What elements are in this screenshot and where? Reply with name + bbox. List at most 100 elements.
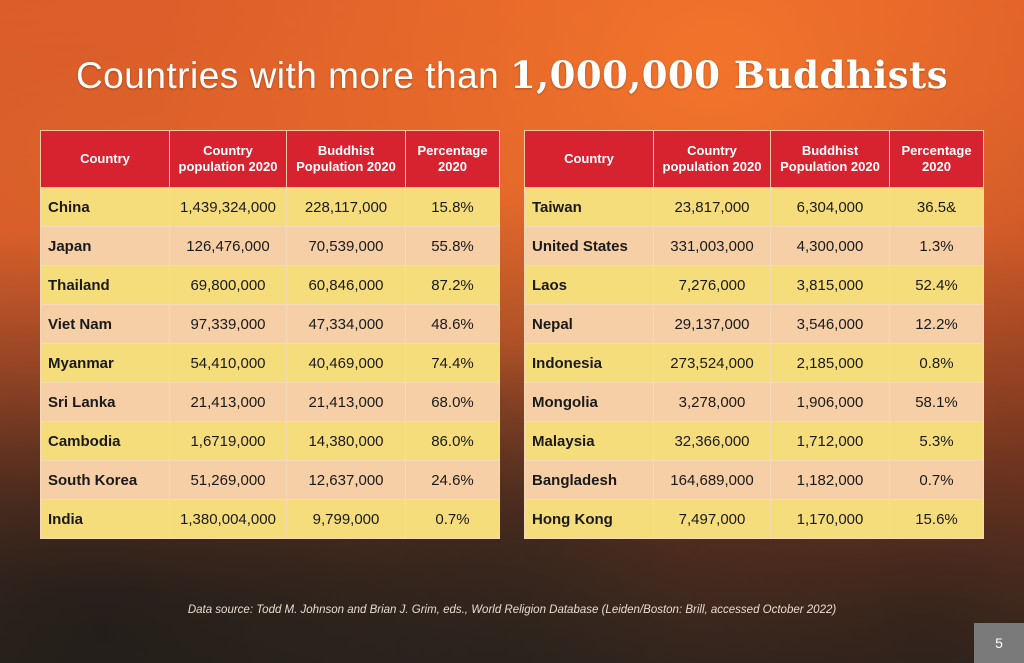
table-row: India 1,380,004,000 9,799,000 0.7% bbox=[40, 499, 500, 539]
cell-country-population: 126,476,000 bbox=[169, 226, 287, 266]
cell-percentage: 5.3% bbox=[889, 421, 984, 461]
cell-buddhist-population: 47,334,000 bbox=[286, 304, 406, 344]
cell-country-population: 7,497,000 bbox=[653, 499, 771, 539]
cell-buddhist-population: 12,637,000 bbox=[286, 460, 406, 500]
cell-country-population: 1,380,004,000 bbox=[169, 499, 287, 539]
table-row: Japan 126,476,000 70,539,000 55.8% bbox=[40, 226, 500, 266]
header-percentage: Percentage 2020 bbox=[405, 130, 500, 188]
cell-country-population: 3,278,000 bbox=[653, 382, 771, 422]
data-source-note: Data source: Todd M. Johnson and Brian J… bbox=[187, 604, 837, 616]
cell-percentage: 36.5& bbox=[889, 187, 984, 227]
table-row: Bangladesh 164,689,000 1,182,000 0.7% bbox=[524, 460, 984, 500]
cell-percentage: 48.6% bbox=[405, 304, 500, 344]
cell-buddhist-population: 60,846,000 bbox=[286, 265, 406, 305]
header-country: Country bbox=[524, 130, 654, 188]
cell-country-population: 69,800,000 bbox=[169, 265, 287, 305]
cell-buddhist-population: 14,380,000 bbox=[286, 421, 406, 461]
cell-country-population: 331,003,000 bbox=[653, 226, 771, 266]
cell-percentage: 68.0% bbox=[405, 382, 500, 422]
title-emphasis: 1,000,000 Buddhists bbox=[510, 53, 949, 97]
cell-country: Myanmar bbox=[40, 343, 170, 383]
header-country-population: Country population 2020 bbox=[169, 130, 287, 188]
slide-title: Countries with more than 1,000,000 Buddh… bbox=[0, 52, 1024, 99]
table-row: Laos 7,276,000 3,815,000 52.4% bbox=[524, 265, 984, 305]
cell-country: Thailand bbox=[40, 265, 170, 305]
cell-buddhist-population: 3,546,000 bbox=[770, 304, 890, 344]
table-row: Myanmar 54,410,000 40,469,000 74.4% bbox=[40, 343, 500, 383]
header-buddhist-population: Buddhist Population 2020 bbox=[286, 130, 406, 188]
cell-buddhist-population: 2,185,000 bbox=[770, 343, 890, 383]
cell-buddhist-population: 4,300,000 bbox=[770, 226, 890, 266]
cell-buddhist-population: 40,469,000 bbox=[286, 343, 406, 383]
cell-country-population: 1,439,324,000 bbox=[169, 187, 287, 227]
table-row: United States 331,003,000 4,300,000 1.3% bbox=[524, 226, 984, 266]
page-number-badge: 5 bbox=[974, 623, 1024, 663]
cell-percentage: 12.2% bbox=[889, 304, 984, 344]
cell-country: Cambodia bbox=[40, 421, 170, 461]
cell-country: Sri Lanka bbox=[40, 382, 170, 422]
table-row: Thailand 69,800,000 60,846,000 87.2% bbox=[40, 265, 500, 305]
cell-buddhist-population: 228,117,000 bbox=[286, 187, 406, 227]
cell-buddhist-population: 6,304,000 bbox=[770, 187, 890, 227]
cell-buddhist-population: 70,539,000 bbox=[286, 226, 406, 266]
buddhists-table-left: Country Country population 2020 Buddhist… bbox=[40, 130, 500, 539]
header-percentage: Percentage 2020 bbox=[889, 130, 984, 188]
cell-country: South Korea bbox=[40, 460, 170, 500]
cell-percentage: 24.6% bbox=[405, 460, 500, 500]
cell-percentage: 74.4% bbox=[405, 343, 500, 383]
header-country: Country bbox=[40, 130, 170, 188]
table-row: Viet Nam 97,339,000 47,334,000 48.6% bbox=[40, 304, 500, 344]
cell-percentage: 52.4% bbox=[889, 265, 984, 305]
cell-country-population: 1,6719,000 bbox=[169, 421, 287, 461]
cell-country: Hong Kong bbox=[524, 499, 654, 539]
cell-country-population: 273,524,000 bbox=[653, 343, 771, 383]
cell-country: Japan bbox=[40, 226, 170, 266]
cell-country-population: 51,269,000 bbox=[169, 460, 287, 500]
table-row: Malaysia 32,366,000 1,712,000 5.3% bbox=[524, 421, 984, 461]
cell-buddhist-population: 21,413,000 bbox=[286, 382, 406, 422]
header-country-population: Country population 2020 bbox=[653, 130, 771, 188]
cell-percentage: 58.1% bbox=[889, 382, 984, 422]
title-text: Countries with more than bbox=[75, 55, 500, 96]
cell-country-population: 32,366,000 bbox=[653, 421, 771, 461]
buddhists-table-right: Country Country population 2020 Buddhist… bbox=[524, 130, 984, 539]
cell-country: Indonesia bbox=[524, 343, 654, 383]
table-row: Indonesia 273,524,000 2,185,000 0.8% bbox=[524, 343, 984, 383]
cell-country: Taiwan bbox=[524, 187, 654, 227]
cell-percentage: 0.7% bbox=[405, 499, 500, 539]
cell-country-population: 29,137,000 bbox=[653, 304, 771, 344]
cell-percentage: 0.7% bbox=[889, 460, 984, 500]
cell-country: Viet Nam bbox=[40, 304, 170, 344]
cell-country: China bbox=[40, 187, 170, 227]
table-row: Nepal 29,137,000 3,546,000 12.2% bbox=[524, 304, 984, 344]
cell-country-population: 164,689,000 bbox=[653, 460, 771, 500]
cell-country: Malaysia bbox=[524, 421, 654, 461]
cell-country-population: 97,339,000 bbox=[169, 304, 287, 344]
header-buddhist-population: Buddhist Population 2020 bbox=[770, 130, 890, 188]
cell-country-population: 54,410,000 bbox=[169, 343, 287, 383]
cell-percentage: 87.2% bbox=[405, 265, 500, 305]
cell-country: India bbox=[40, 499, 170, 539]
cell-country: Nepal bbox=[524, 304, 654, 344]
cell-country: Laos bbox=[524, 265, 654, 305]
table-header-row: Country Country population 2020 Buddhist… bbox=[40, 130, 500, 188]
cell-percentage: 55.8% bbox=[405, 226, 500, 266]
cell-country-population: 23,817,000 bbox=[653, 187, 771, 227]
table-row: South Korea 51,269,000 12,637,000 24.6% bbox=[40, 460, 500, 500]
cell-percentage: 15.8% bbox=[405, 187, 500, 227]
cell-percentage: 86.0% bbox=[405, 421, 500, 461]
cell-buddhist-population: 9,799,000 bbox=[286, 499, 406, 539]
cell-buddhist-population: 1,182,000 bbox=[770, 460, 890, 500]
cell-country: Bangladesh bbox=[524, 460, 654, 500]
table-header-row: Country Country population 2020 Buddhist… bbox=[524, 130, 984, 188]
table-row: Sri Lanka 21,413,000 21,413,000 68.0% bbox=[40, 382, 500, 422]
cell-buddhist-population: 1,712,000 bbox=[770, 421, 890, 461]
cell-percentage: 0.8% bbox=[889, 343, 984, 383]
cell-buddhist-population: 1,906,000 bbox=[770, 382, 890, 422]
table-row: China 1,439,324,000 228,117,000 15.8% bbox=[40, 187, 500, 227]
table-row: Hong Kong 7,497,000 1,170,000 15.6% bbox=[524, 499, 984, 539]
table-row: Mongolia 3,278,000 1,906,000 58.1% bbox=[524, 382, 984, 422]
cell-percentage: 15.6% bbox=[889, 499, 984, 539]
cell-country: United States bbox=[524, 226, 654, 266]
cell-percentage: 1.3% bbox=[889, 226, 984, 266]
